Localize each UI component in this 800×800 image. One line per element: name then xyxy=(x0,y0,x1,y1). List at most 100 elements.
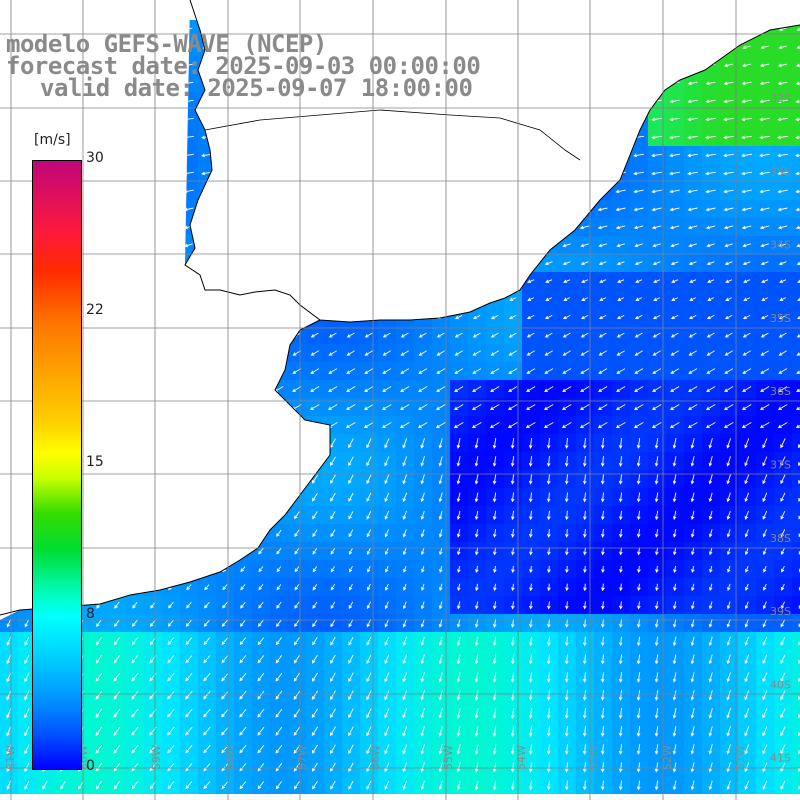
wind-arrow xyxy=(708,708,713,719)
wind-arrow xyxy=(544,368,554,374)
wind-arrow xyxy=(384,510,390,520)
wind-arrow xyxy=(311,672,318,682)
wind-arrow xyxy=(723,153,734,158)
wind-arrow xyxy=(780,690,786,701)
uruguay-border xyxy=(204,109,581,161)
wind-arrow xyxy=(436,404,446,410)
wind-arrow xyxy=(456,547,461,556)
wind-arrow xyxy=(312,583,318,591)
wind-arrow xyxy=(670,261,679,266)
wind-arrow xyxy=(708,672,713,683)
wind-arrow xyxy=(167,745,175,754)
wind-arrow xyxy=(6,672,12,683)
wind-arrow xyxy=(402,547,407,556)
wind-arrow xyxy=(528,707,533,719)
wind-arrow xyxy=(777,135,788,140)
wind-arrow xyxy=(636,510,641,521)
wind-arrow xyxy=(600,707,605,719)
wind-arrow xyxy=(474,492,479,503)
wind-arrow xyxy=(762,690,768,701)
wind-arrow xyxy=(780,474,786,485)
wind-arrow xyxy=(508,332,517,338)
wind-arrow xyxy=(759,117,770,122)
wind-arrow xyxy=(528,636,533,647)
wind-arrow xyxy=(312,781,318,790)
wind-arrow xyxy=(759,422,770,428)
wind-arrow xyxy=(781,565,785,573)
wind-arrow xyxy=(708,690,713,701)
wind-arrow xyxy=(239,763,247,772)
wind-arrow xyxy=(311,726,319,736)
wind-arrow xyxy=(384,583,389,591)
wind-arrow xyxy=(474,708,479,719)
wind-arrow xyxy=(364,368,374,374)
wind-arrow xyxy=(760,261,769,266)
wind-arrow xyxy=(654,690,659,701)
wind-arrow xyxy=(582,726,587,737)
wind-arrow xyxy=(546,780,551,791)
wind-arrow xyxy=(457,583,461,592)
wind-arrow xyxy=(95,744,103,754)
wind-arrow xyxy=(633,207,644,212)
wind-arrow xyxy=(724,350,733,356)
wind-arrow xyxy=(421,565,425,573)
wind-arrow xyxy=(600,672,605,683)
wind-arrow xyxy=(759,171,770,176)
wind-arrow xyxy=(705,153,716,158)
wind-arrow xyxy=(760,368,770,374)
wind-arrow xyxy=(330,619,336,628)
wind-arrow xyxy=(418,404,428,410)
wind-arrow xyxy=(743,279,751,284)
wind-arrow xyxy=(779,297,787,301)
wind-arrow xyxy=(564,492,569,503)
wind-arrow xyxy=(382,404,392,410)
wind-arrow xyxy=(688,243,697,248)
wind-arrow xyxy=(366,726,372,737)
wind-arrow xyxy=(654,510,659,521)
wind-arrow xyxy=(672,547,677,556)
wind-arrow xyxy=(672,438,677,449)
wind-speed-cell xyxy=(792,308,800,326)
wind-arrow xyxy=(239,708,247,718)
wind-arrow xyxy=(798,461,800,467)
wind-arrow xyxy=(708,618,713,628)
wind-arrow xyxy=(222,601,228,609)
wind-arrow xyxy=(510,726,515,737)
wind-arrow xyxy=(457,565,461,573)
wind-arrow xyxy=(346,332,355,338)
wind-arrow xyxy=(436,368,446,374)
wind-arrow xyxy=(510,654,515,665)
wind-arrow xyxy=(564,690,569,701)
wind-arrow xyxy=(492,708,497,719)
wind-arrow xyxy=(564,654,569,665)
wind-arrow xyxy=(420,726,425,737)
latitude-label: 34S xyxy=(770,239,791,252)
wind-arrow xyxy=(706,261,715,266)
wind-arrow xyxy=(669,117,680,122)
wind-arrow xyxy=(705,117,716,122)
wind-arrow xyxy=(762,601,767,610)
wind-arrow xyxy=(348,438,354,449)
wind-arrow xyxy=(636,690,641,701)
wind-arrow xyxy=(795,171,800,176)
wind-arrow xyxy=(402,744,408,755)
wind-arrow xyxy=(454,350,463,356)
wind-arrow xyxy=(366,619,372,628)
wind-arrow xyxy=(508,350,517,356)
wind-arrow xyxy=(580,386,590,393)
wind-arrow xyxy=(780,583,785,591)
wind-arrow xyxy=(185,637,193,646)
wind-arrow xyxy=(472,386,482,393)
wind-arrow xyxy=(490,386,500,393)
wind-arrow xyxy=(113,655,121,664)
wind-arrow xyxy=(384,780,390,790)
wind-arrow xyxy=(311,690,319,700)
wind-arrow xyxy=(456,438,461,449)
wind-arrow xyxy=(438,636,443,647)
wind-arrow xyxy=(526,404,536,410)
wind-arrow xyxy=(653,297,661,301)
wind-arrow xyxy=(402,708,408,719)
wind-arrow xyxy=(637,565,641,574)
wind-arrow xyxy=(582,762,587,773)
wind-arrow xyxy=(420,762,425,773)
